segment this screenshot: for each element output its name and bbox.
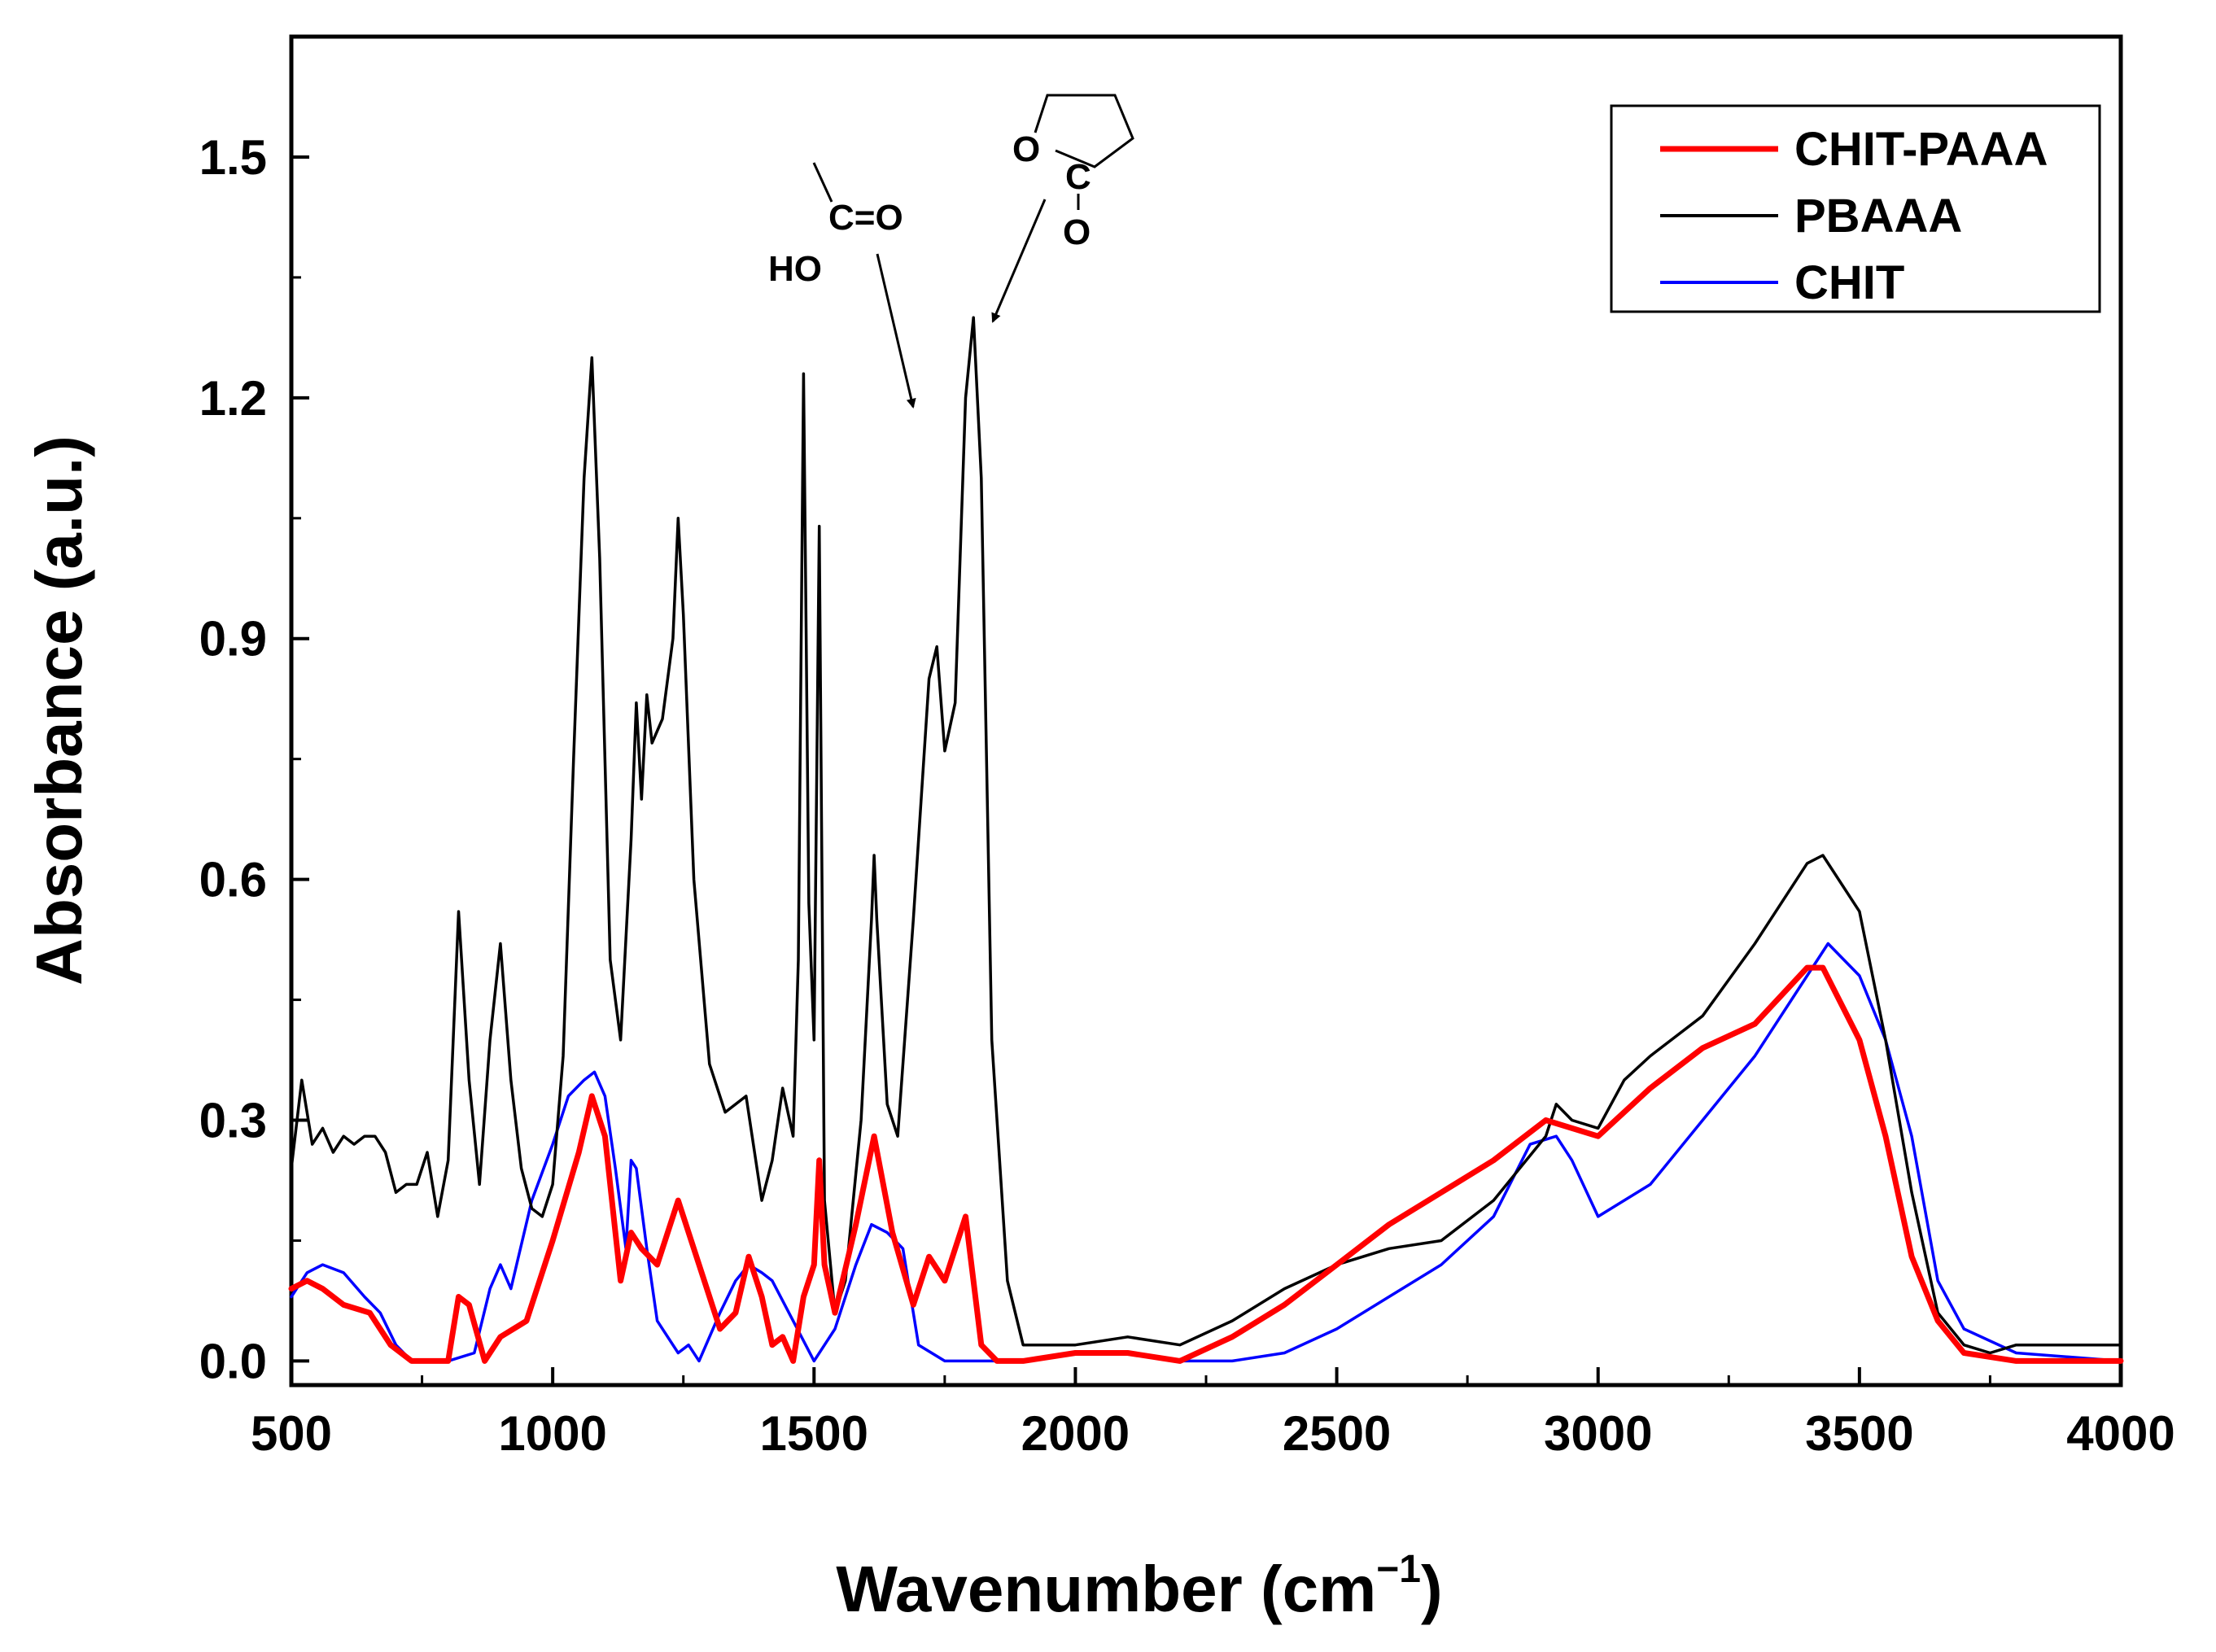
x-axis-tick-labels: 500 1000 1500 2000 2500 3000 3500 4000 (251, 1406, 2175, 1461)
lactone-arrow (991, 199, 1047, 323)
series-lines (288, 316, 2124, 1364)
y-tick-label: 1.5 (199, 130, 267, 185)
x-axis-title-text: Wavenumber (cm (836, 1553, 1376, 1625)
legend-box (1610, 104, 2101, 313)
acid-co-label: C=O (828, 198, 903, 238)
y-axis-ticks (291, 155, 309, 1363)
x-axis-title-sup: −1 (1376, 1548, 1421, 1591)
x-tick-label: 500 (251, 1406, 332, 1461)
x-tick-label: 2000 (1021, 1406, 1130, 1461)
lactone-carbon-label: C (1065, 157, 1091, 197)
legend-label-chit: CHIT (1794, 256, 1904, 309)
y-tick-label: 0.9 (199, 612, 267, 666)
legend-label-pbaaa: PBAAA (1794, 190, 1962, 243)
series-line-chit-paaa (288, 964, 2124, 1364)
series-line-pbaaa (290, 316, 2122, 1355)
legend-label-chit-paaa: CHIT-PAAA (1794, 123, 2048, 176)
legend: CHIT-PAAA PBAAA CHIT (1610, 104, 2101, 313)
lactone-ring-oxygen-label: O (1012, 129, 1040, 169)
y-tick-label: 0.6 (199, 853, 267, 907)
y-tick-label: 0.3 (199, 1094, 267, 1148)
lactone-ring-bonds (1034, 94, 1134, 168)
y-tick-label: 0.0 (199, 1334, 267, 1388)
y-tick-label: 1.2 (199, 371, 267, 426)
y-axis-tick-labels: 0.0 0.3 0.6 0.9 1.2 1.5 (199, 130, 267, 1388)
x-axis-title: Wavenumber (cm−1) (836, 1548, 1442, 1625)
annotation-lactone-ring: O C O (991, 94, 1134, 323)
x-tick-label: 2500 (1283, 1406, 1391, 1461)
acid-arrow (876, 253, 916, 409)
series-line-chit (290, 942, 2122, 1363)
acid-bond-line (812, 162, 833, 203)
x-axis-ticks (290, 1367, 2122, 1385)
annotation-carboxylic-acid: C=O HO (768, 162, 916, 409)
acid-ho-label: HO (768, 249, 822, 289)
lactone-carbonyl-oxygen-label: O (1063, 212, 1091, 252)
y-axis-title: Absorbance (a.u.) (23, 435, 95, 986)
x-tick-label: 3500 (1805, 1406, 1913, 1461)
x-axis-title-close: ) (1421, 1553, 1443, 1625)
x-tick-label: 1000 (498, 1406, 606, 1461)
x-tick-label: 4000 (2066, 1406, 2174, 1461)
x-tick-label: 3000 (1544, 1406, 1652, 1461)
x-tick-label: 1500 (760, 1406, 868, 1461)
